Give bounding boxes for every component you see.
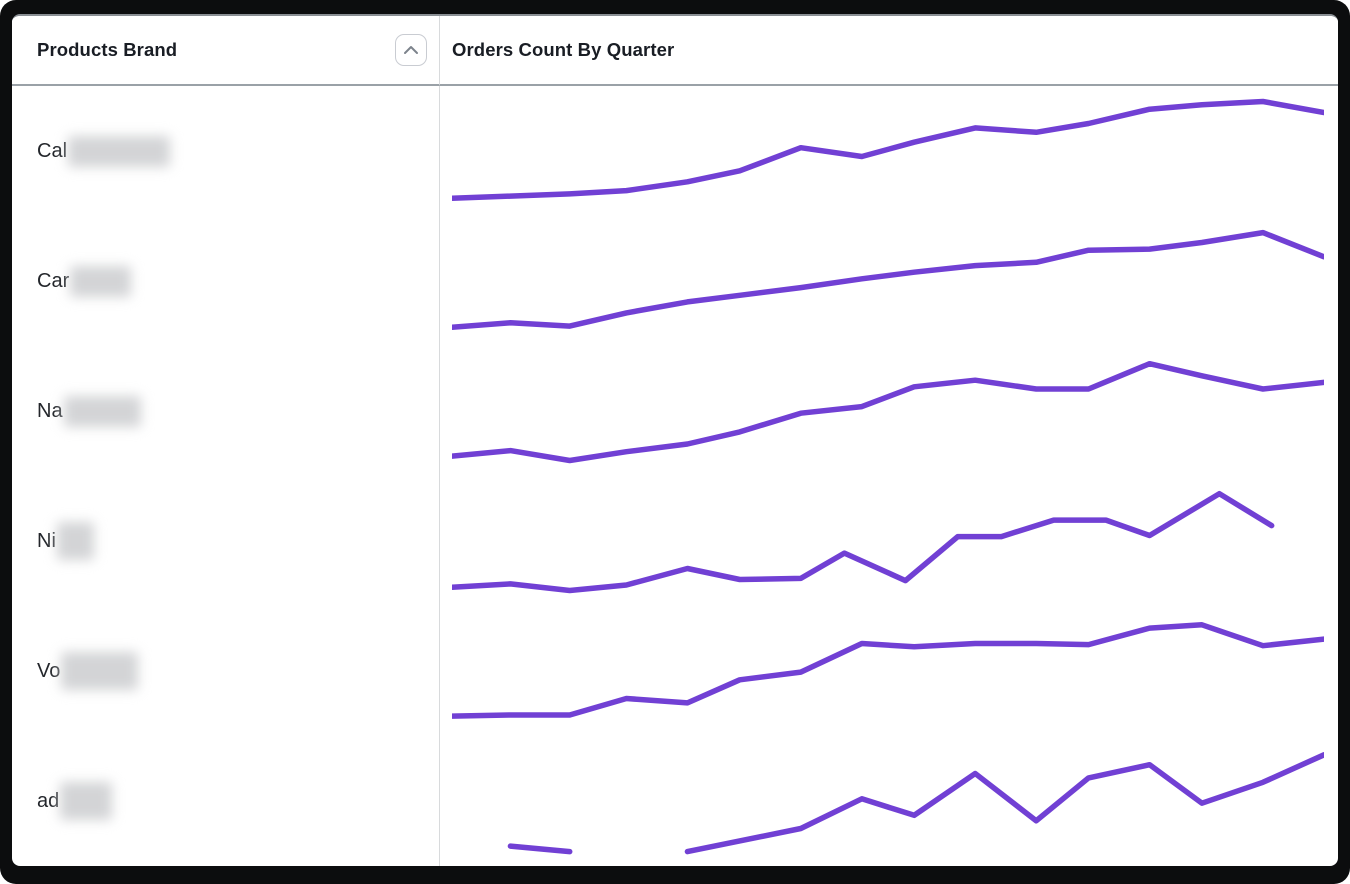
sort-button[interactable] xyxy=(395,34,427,66)
header-cell-orders-count: Orders Count By Quarter xyxy=(439,16,1338,86)
sparkline-chart xyxy=(452,356,1324,466)
brand-label-text: Car xyxy=(37,269,70,292)
redacted-text xyxy=(60,782,113,820)
table-row-spark-cell xyxy=(439,346,1338,476)
column-header-orders-count: Orders Count By Quarter xyxy=(452,39,675,60)
brand-label: Cal xyxy=(37,135,171,167)
table-row-brand-cell: Vo xyxy=(12,606,439,736)
brand-label: ad xyxy=(37,782,113,820)
table-row-spark-cell xyxy=(439,86,1338,216)
brand-label-text: Vo xyxy=(37,659,61,682)
redacted-text xyxy=(63,395,141,427)
table-row-brand-cell: Car xyxy=(12,216,439,346)
column-header-products-brand: Products Brand xyxy=(37,39,178,60)
brand-label: Vo xyxy=(37,652,139,690)
brand-label-text: Cal xyxy=(37,139,68,162)
brand-label-text: ad xyxy=(37,789,60,812)
redacted-text xyxy=(70,265,132,297)
sparkline-chart xyxy=(452,226,1324,336)
sparkline-chart xyxy=(452,96,1324,206)
table-row-spark-cell xyxy=(439,476,1338,606)
table-row-spark-cell xyxy=(439,736,1338,866)
brand-label: Na xyxy=(37,395,141,427)
header-cell-products-brand: Products Brand xyxy=(12,16,439,86)
table-row-spark-cell xyxy=(439,606,1338,736)
chevron-up-icon xyxy=(403,45,419,55)
sparkline-chart xyxy=(452,746,1324,856)
sparkline-chart xyxy=(452,616,1324,726)
brand-label: Car xyxy=(37,265,132,297)
redacted-text xyxy=(61,652,139,690)
table-row-brand-cell: Na xyxy=(12,346,439,476)
table-row-brand-cell: Ni xyxy=(12,476,439,606)
brand-label-text: Ni xyxy=(37,529,56,552)
redacted-text xyxy=(56,522,94,560)
sparkline-chart xyxy=(452,486,1324,596)
table-row-brand-cell: ad xyxy=(12,736,439,866)
brand-label-text: Na xyxy=(37,399,63,422)
brand-label: Ni xyxy=(37,522,94,560)
table-row-brand-cell: Cal xyxy=(12,86,439,216)
data-table: Products Brand Orders Count By Quarter C… xyxy=(12,16,1338,866)
table-widget: Products Brand Orders Count By Quarter C… xyxy=(12,14,1338,866)
table-row-spark-cell xyxy=(439,216,1338,346)
redacted-text xyxy=(68,135,171,167)
